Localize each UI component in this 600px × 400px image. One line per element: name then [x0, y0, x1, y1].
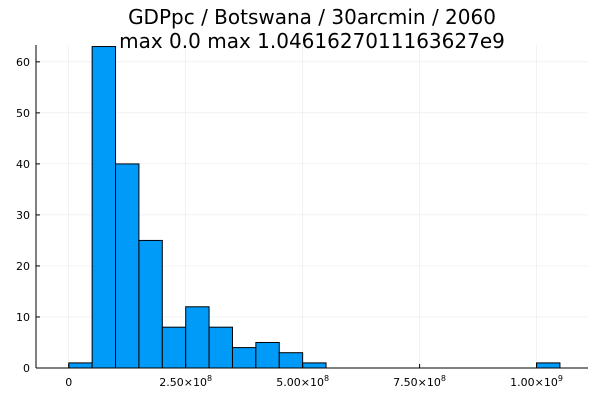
x-tick-label: 0	[65, 376, 72, 389]
x-tick-label: 1.00×109	[510, 374, 563, 389]
y-tick-label: 40	[16, 158, 30, 171]
y-tick-label: 30	[16, 209, 30, 222]
histogram-bar	[185, 306, 210, 369]
histogram-bar	[91, 46, 117, 369]
chart-title: GDPpc / Botswana / 30arcmin / 2060	[128, 5, 496, 29]
histogram-bar	[231, 347, 257, 369]
chart-subtitle: max 0.0 max 1.0461627011163627e9	[119, 29, 505, 53]
histogram-bar	[302, 362, 327, 369]
x-tick-label: 2.50×108	[159, 374, 212, 389]
histogram-bar	[138, 239, 163, 369]
histogram-bar	[68, 362, 93, 369]
histogram-bar	[208, 326, 233, 369]
histogram-bar	[161, 326, 187, 369]
x-tick-label: 7.50×108	[393, 374, 446, 389]
histogram-bar	[255, 341, 280, 369]
histogram-bars	[68, 46, 561, 369]
x-tick-label: 5.00×108	[276, 374, 329, 389]
tick-labels: 0 10 20 30 40 50 60 0 2.50×108 5.00×108 7.50×108 1.…	[16, 56, 563, 389]
y-tick-label: 60	[16, 56, 30, 69]
y-tick-label: 20	[16, 260, 30, 273]
histogram-bar	[115, 163, 140, 369]
histogram-bar	[536, 362, 561, 369]
y-tick-label: 0	[23, 362, 30, 375]
y-tick-label: 50	[16, 107, 30, 120]
plot-axes	[35, 45, 588, 369]
histogram-bar	[278, 352, 304, 369]
y-tick-label: 10	[16, 311, 30, 324]
